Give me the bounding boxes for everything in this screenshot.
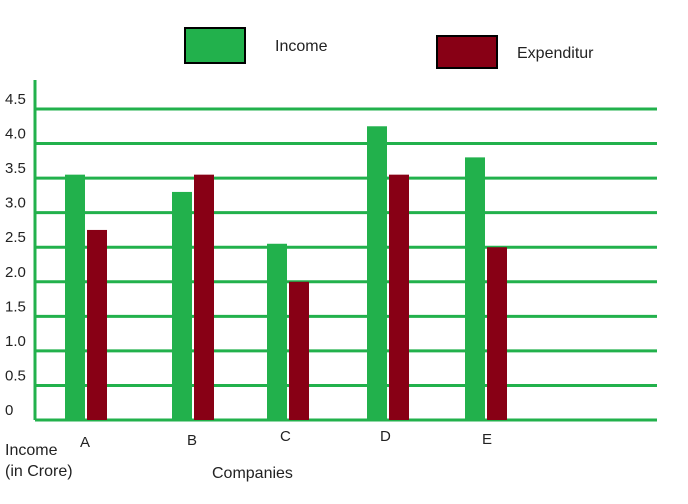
y-tick-label: 2.0 — [5, 264, 26, 281]
legend-label-expenditure: Expenditur — [517, 45, 594, 62]
y-tick-label: 3.0 — [5, 195, 26, 212]
bar-c-income — [267, 243, 287, 420]
category-label-a: A — [80, 434, 90, 451]
y-tick-label: 1.5 — [5, 298, 26, 315]
bar-b-expenditur — [194, 174, 214, 420]
category-label-b: B — [187, 432, 197, 449]
y-tick-label: 4.0 — [5, 126, 26, 143]
legend: Income Expenditur — [184, 27, 594, 69]
bar-e-income — [465, 157, 485, 420]
bars — [65, 126, 507, 421]
legend-swatch-expenditure — [436, 35, 498, 69]
y-tick-label: 2.5 — [5, 229, 26, 246]
category-label-e: E — [482, 431, 492, 448]
category-label-d: D — [380, 428, 391, 445]
bar-a-income — [65, 174, 85, 420]
y-tick-label: 3.5 — [5, 160, 26, 177]
bar-e-expenditur — [487, 247, 507, 420]
y-axis-label-line1: Income — [5, 442, 58, 459]
bar-b-income — [172, 191, 192, 420]
y-axis-label-line2: (in Crore) — [5, 463, 73, 480]
bar-d-income — [367, 126, 387, 421]
bar-c-expenditur — [289, 281, 309, 420]
y-tick-label: 1.0 — [5, 333, 26, 350]
legend-label-income: Income — [275, 38, 328, 55]
bar-a-expenditur — [87, 229, 107, 420]
gridlines — [35, 107, 657, 422]
y-tick-labels: 0 0.5 1.0 1.5 2.0 2.5 3.0 3.5 4.0 4.5 — [5, 91, 26, 419]
y-tick-label: 4.5 — [5, 91, 26, 108]
x-axis-label: Companies — [212, 465, 293, 482]
bar-d-expenditur — [389, 174, 409, 420]
category-label-c: C — [280, 428, 291, 445]
legend-swatch-income — [184, 27, 246, 64]
y-tick-label: 0 — [5, 402, 13, 419]
y-tick-label: 0.5 — [5, 367, 26, 384]
category-labels: A B C D E — [80, 428, 492, 451]
